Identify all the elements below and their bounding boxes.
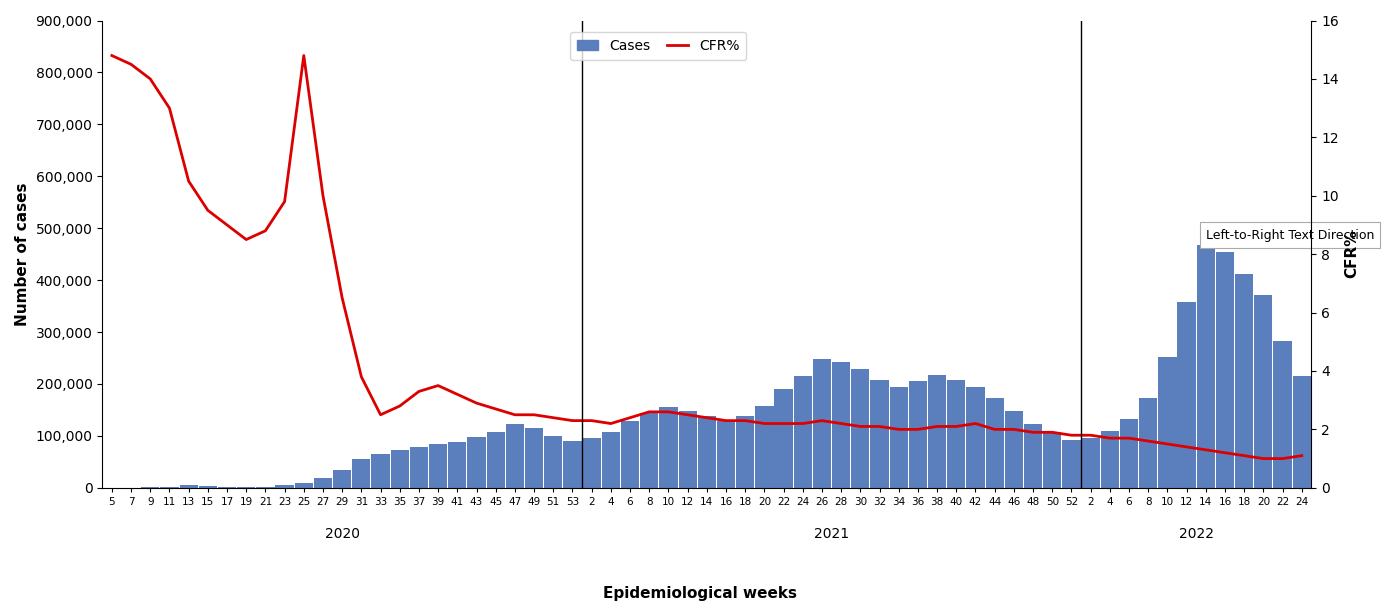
Bar [851, 370, 869, 488]
Bar [487, 432, 505, 488]
Bar [545, 436, 563, 488]
Bar [1120, 419, 1138, 488]
Bar [1158, 357, 1176, 488]
Bar [1235, 274, 1253, 488]
Bar [468, 437, 486, 488]
Bar [256, 487, 274, 488]
Bar [391, 451, 409, 488]
Bar [161, 487, 179, 488]
Y-axis label: CFR%: CFR% [1344, 230, 1359, 278]
Legend: Cases, CFR%: Cases, CFR% [570, 32, 746, 60]
Bar [505, 425, 524, 488]
Bar [928, 374, 946, 488]
Bar [428, 444, 447, 488]
Bar [871, 380, 889, 488]
Bar [1197, 245, 1215, 488]
Bar [697, 416, 715, 488]
Bar [410, 448, 428, 488]
Bar [237, 487, 255, 488]
Bar [909, 381, 927, 488]
Bar [218, 487, 237, 488]
Bar [582, 439, 601, 488]
Bar [294, 483, 314, 488]
Bar [755, 406, 774, 488]
Bar [1100, 431, 1119, 488]
Bar [1082, 439, 1100, 488]
Y-axis label: Number of cases: Number of cases [15, 182, 29, 326]
Bar [986, 399, 1004, 488]
Bar [679, 411, 697, 488]
Bar [1063, 440, 1081, 488]
Text: 2020: 2020 [325, 527, 360, 541]
Text: Epidemiological weeks: Epidemiological weeks [603, 586, 797, 601]
Bar [1274, 341, 1292, 488]
Bar [602, 432, 620, 488]
Bar [640, 413, 658, 488]
Bar [948, 380, 966, 488]
Bar [889, 387, 907, 488]
Bar [832, 362, 850, 488]
Text: Left-to-Right Text Direction: Left-to-Right Text Direction [1205, 228, 1375, 242]
Text: 2022: 2022 [1179, 527, 1214, 541]
Bar [199, 486, 217, 488]
Bar [622, 422, 640, 488]
Bar [448, 442, 466, 488]
Bar [1023, 425, 1042, 488]
Bar [525, 428, 543, 488]
Bar [813, 359, 832, 488]
Bar [1292, 376, 1310, 488]
Bar [1177, 302, 1196, 488]
Bar [659, 407, 678, 488]
Bar [774, 389, 792, 488]
Bar [794, 376, 812, 488]
Bar [736, 416, 755, 488]
Bar [179, 485, 197, 488]
Text: 2021: 2021 [813, 527, 850, 541]
Bar [1215, 251, 1235, 488]
Bar [717, 422, 735, 488]
Bar [1254, 295, 1273, 488]
Bar [966, 387, 984, 488]
Bar [353, 459, 371, 488]
Bar [371, 454, 389, 488]
Bar [314, 478, 332, 488]
Bar [1140, 399, 1158, 488]
Bar [1005, 411, 1023, 488]
Bar [276, 485, 294, 488]
Bar [1043, 432, 1061, 488]
Bar [563, 441, 581, 488]
Bar [333, 470, 351, 488]
